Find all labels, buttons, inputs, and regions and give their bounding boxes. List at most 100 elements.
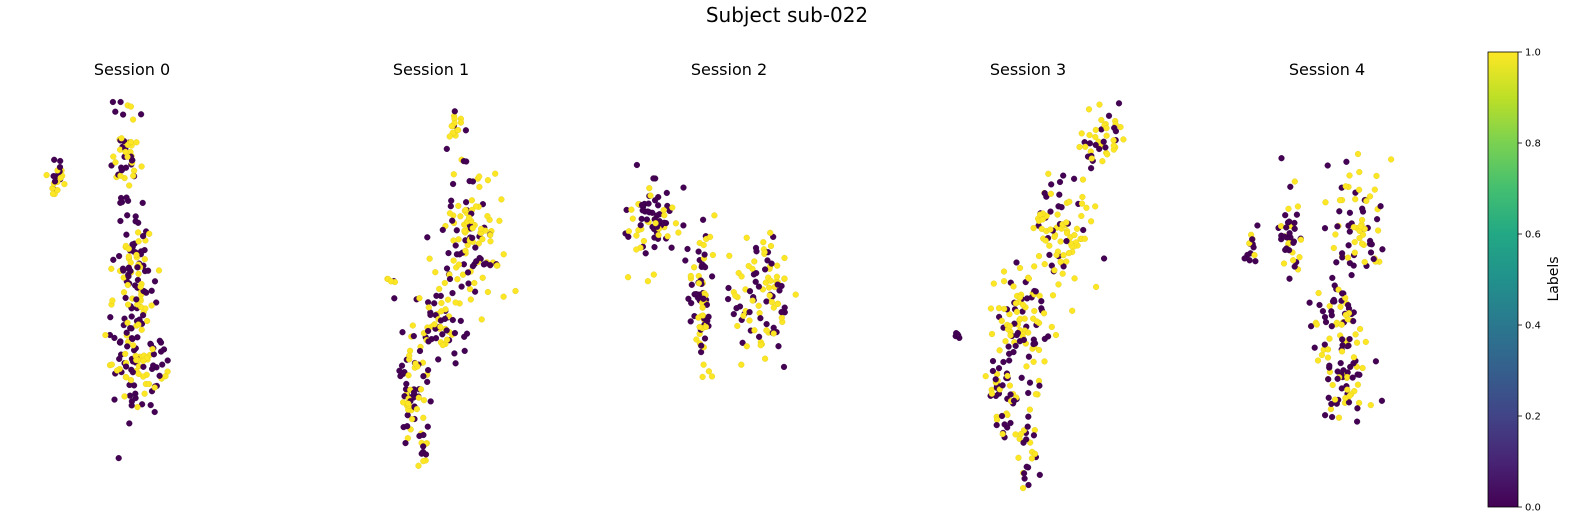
scatter-point — [1092, 204, 1098, 210]
scatter-point — [739, 274, 745, 280]
scatter-point — [450, 290, 456, 296]
scatter-point — [1339, 291, 1345, 297]
scatter-point — [455, 127, 461, 133]
scatter-point — [1054, 252, 1060, 258]
scatter-point — [416, 395, 422, 401]
scatter-point — [1025, 330, 1031, 336]
scatter-point — [1345, 255, 1351, 261]
scatter-point — [400, 399, 406, 405]
scatter-point — [991, 281, 997, 287]
scatter-point — [1024, 364, 1030, 370]
scatter-point — [644, 217, 650, 223]
scatter-point — [152, 278, 158, 284]
scatter-point — [129, 314, 135, 320]
scatter-point — [661, 212, 667, 218]
scatter-point — [130, 117, 136, 123]
scatter-point — [1249, 236, 1255, 242]
scatter-point — [1327, 336, 1333, 342]
scatter-point — [1089, 156, 1095, 162]
scatter-point — [1104, 125, 1110, 131]
scatter-point — [710, 252, 716, 258]
scatter-point — [1367, 194, 1373, 200]
scatter-point — [150, 346, 156, 352]
scatter-point — [1058, 239, 1064, 245]
scatter-point — [110, 99, 116, 105]
scatter-point — [1322, 225, 1328, 231]
scatter-point — [989, 391, 995, 397]
scatter-point — [452, 330, 458, 336]
scatter-point — [501, 294, 507, 300]
scatter-point — [1351, 224, 1357, 230]
colorbar-gradient — [1488, 52, 1518, 507]
scatter-point — [746, 263, 752, 269]
scatter-point — [747, 309, 753, 315]
scatter-point — [1329, 414, 1335, 420]
scatter-point — [769, 299, 775, 305]
scatter-point — [466, 215, 472, 221]
scatter-point — [1047, 252, 1053, 258]
scatter-point — [436, 286, 442, 292]
scatter-point — [1021, 440, 1027, 446]
scatter-point — [747, 318, 753, 324]
scatter-point — [1025, 424, 1031, 430]
scatter-point — [447, 210, 453, 216]
scatter-point — [999, 413, 1005, 419]
scatter-point — [1052, 267, 1058, 273]
scatter-point — [1339, 386, 1345, 392]
scatter-point — [1093, 284, 1099, 290]
colorbar-tick-label: 1.0 — [1525, 48, 1541, 59]
scatter-point — [1344, 387, 1350, 393]
scatter-point — [757, 310, 763, 316]
scatter-point — [426, 339, 432, 345]
scatter-point — [1253, 258, 1259, 264]
scatter-point — [1332, 397, 1338, 403]
scatter-point — [448, 203, 454, 209]
scatter-point — [1013, 343, 1019, 349]
scatter-point — [1064, 238, 1070, 244]
scatter-point — [1292, 179, 1298, 185]
scatter-point — [682, 258, 688, 264]
scatter-point — [1371, 256, 1377, 262]
scatter-point — [438, 308, 444, 314]
scatter-point — [782, 255, 788, 261]
scatter-point — [753, 270, 759, 276]
scatter-point — [134, 139, 140, 145]
scatter-point — [399, 363, 405, 369]
scatter-point — [1078, 213, 1084, 219]
scatter-point — [1033, 289, 1039, 295]
scatter-point — [1281, 261, 1287, 267]
scatter-point — [1000, 382, 1006, 388]
scatter-point — [1294, 212, 1300, 218]
scatter-point — [130, 369, 136, 375]
scatter-point — [57, 158, 63, 164]
scatter-point — [1312, 345, 1318, 351]
scatter-point — [1339, 322, 1345, 328]
scatter-point — [404, 423, 410, 429]
scatter-point — [135, 404, 141, 410]
scatter-point — [428, 399, 434, 405]
scatter-point — [1014, 309, 1020, 315]
scatter-point — [1118, 124, 1124, 130]
scatter-point — [1092, 134, 1098, 140]
scatter-point — [130, 342, 136, 348]
scatter-point — [747, 288, 753, 294]
scatter-point — [462, 228, 468, 234]
scatter-point — [449, 218, 455, 224]
scatter-point — [706, 368, 712, 374]
scatter-point — [744, 343, 750, 349]
scatter-point — [767, 230, 773, 236]
scatter-point — [1121, 137, 1127, 143]
scatter-point — [1045, 171, 1051, 177]
scatter-point — [117, 147, 123, 153]
scatter-point — [1325, 376, 1331, 382]
scatter-point — [1013, 300, 1019, 306]
scatter-point — [1113, 128, 1119, 134]
scatter-point — [1339, 349, 1345, 355]
scatter-point — [1298, 237, 1304, 243]
scatter-point — [128, 104, 134, 110]
scatter-point — [425, 424, 431, 430]
scatter-point — [119, 167, 125, 173]
scatter-point — [459, 284, 465, 290]
scatter-point — [768, 278, 774, 284]
scatter-point — [427, 256, 433, 262]
